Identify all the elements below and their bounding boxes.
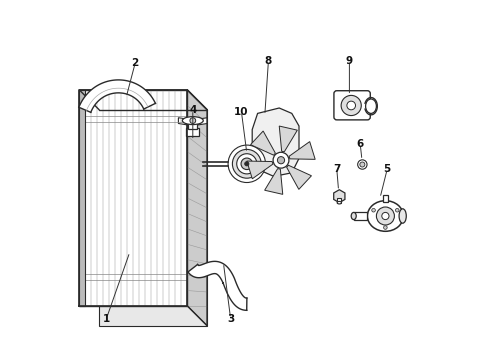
- Polygon shape: [250, 131, 275, 155]
- Polygon shape: [79, 90, 187, 306]
- Circle shape: [360, 162, 365, 167]
- Text: 7: 7: [333, 164, 341, 174]
- Polygon shape: [334, 190, 345, 203]
- Text: 10: 10: [234, 107, 248, 117]
- Circle shape: [382, 212, 389, 220]
- Circle shape: [358, 160, 367, 169]
- Polygon shape: [79, 90, 207, 110]
- Ellipse shape: [182, 117, 203, 125]
- Polygon shape: [189, 122, 197, 129]
- Text: 1: 1: [103, 314, 110, 324]
- Circle shape: [341, 95, 361, 116]
- Polygon shape: [79, 80, 155, 112]
- Text: 2: 2: [132, 58, 139, 68]
- Circle shape: [245, 162, 249, 166]
- FancyBboxPatch shape: [334, 91, 370, 120]
- Circle shape: [190, 118, 196, 123]
- Circle shape: [347, 101, 356, 110]
- Polygon shape: [287, 165, 312, 189]
- Ellipse shape: [351, 212, 356, 220]
- Polygon shape: [198, 118, 207, 125]
- Ellipse shape: [399, 209, 406, 223]
- Ellipse shape: [337, 202, 342, 204]
- Text: 5: 5: [384, 164, 391, 174]
- Polygon shape: [354, 212, 368, 220]
- Circle shape: [232, 149, 261, 178]
- Circle shape: [384, 226, 387, 229]
- Circle shape: [241, 158, 252, 170]
- Text: 4: 4: [189, 105, 196, 115]
- Text: 9: 9: [346, 56, 353, 66]
- Circle shape: [273, 152, 289, 168]
- Polygon shape: [279, 126, 297, 152]
- Polygon shape: [265, 168, 283, 194]
- Polygon shape: [79, 90, 85, 306]
- Text: 3: 3: [227, 314, 234, 324]
- Text: 8: 8: [265, 56, 272, 66]
- Polygon shape: [289, 141, 315, 159]
- Polygon shape: [188, 261, 247, 310]
- Circle shape: [372, 208, 375, 212]
- Circle shape: [277, 157, 285, 164]
- Circle shape: [376, 207, 394, 225]
- Polygon shape: [178, 118, 187, 125]
- Circle shape: [395, 208, 399, 212]
- Ellipse shape: [368, 201, 403, 231]
- Polygon shape: [186, 128, 199, 136]
- Polygon shape: [252, 108, 299, 176]
- Circle shape: [228, 145, 266, 183]
- Circle shape: [237, 154, 257, 174]
- Polygon shape: [247, 161, 273, 179]
- Polygon shape: [383, 195, 388, 202]
- Polygon shape: [99, 110, 207, 326]
- Polygon shape: [337, 198, 342, 203]
- Text: 6: 6: [357, 139, 364, 149]
- Ellipse shape: [366, 99, 376, 113]
- Polygon shape: [187, 90, 207, 326]
